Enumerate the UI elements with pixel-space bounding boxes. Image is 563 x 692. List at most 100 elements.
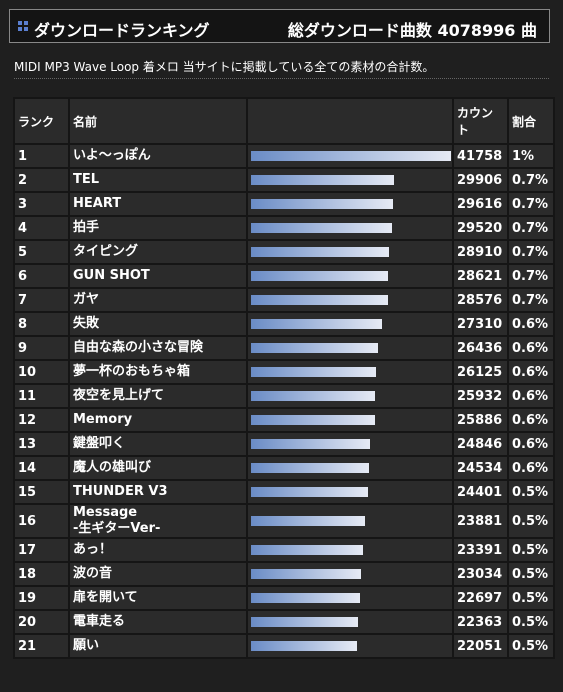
- count: 22363: [452, 609, 509, 635]
- name: Message -生ギターVer-: [68, 503, 248, 539]
- total: 総ダウンロード曲数 4078996 曲: [288, 17, 537, 41]
- col-count: カウント: [452, 97, 509, 145]
- row: 2 TEL 29906 0.7%: [13, 167, 555, 193]
- bar: [251, 367, 377, 377]
- count: 28621: [452, 263, 509, 289]
- share: 0.7%: [507, 191, 555, 217]
- header-row: ランク 名前 カウント 割合: [13, 97, 555, 145]
- total-unit: 曲: [520, 21, 537, 40]
- row: 19 扉を開いて 22697 0.5%: [13, 585, 555, 611]
- bar: [251, 545, 364, 555]
- rank: 9: [13, 335, 70, 361]
- row: 1 いよ〜っぽん 41758 1%: [13, 143, 555, 169]
- col-share: 割合: [507, 97, 555, 145]
- name: 鍵盤叩く: [68, 431, 248, 457]
- bar-cell: [246, 143, 454, 169]
- row: 15 THUNDER V3 24401 0.5%: [13, 479, 555, 505]
- count: 22697: [452, 585, 509, 611]
- share: 0.5%: [507, 633, 555, 659]
- rank: 17: [13, 537, 70, 563]
- rank: 1: [13, 143, 70, 169]
- name: 拍手: [68, 215, 248, 241]
- col-rank: ランク: [13, 97, 70, 145]
- name: 失敗: [68, 311, 248, 337]
- bar: [251, 271, 389, 281]
- bar-cell: [246, 215, 454, 241]
- row: 14 魔人の雄叫び 24534 0.6%: [13, 455, 555, 481]
- name: 夜空を見上げて: [68, 383, 248, 409]
- icon: [18, 21, 28, 31]
- row: 4 拍手 29520 0.7%: [13, 215, 555, 241]
- name: 夢一杯のおもちゃ箱: [68, 359, 248, 385]
- row: 3 HEART 29616 0.7%: [13, 191, 555, 217]
- share: 0.5%: [507, 585, 555, 611]
- name: いよ〜っぽん: [68, 143, 248, 169]
- share: 1%: [507, 143, 555, 169]
- count: 41758: [452, 143, 509, 169]
- count: 26436: [452, 335, 509, 361]
- bar: [251, 391, 376, 401]
- row: 17 あっ！ 23391 0.5%: [13, 537, 555, 563]
- share: 0.7%: [507, 215, 555, 241]
- row: 9 自由な森の小さな冒険 26436 0.6%: [13, 335, 555, 361]
- rank: 12: [13, 407, 70, 433]
- name: あっ！: [68, 537, 248, 563]
- bar: [251, 617, 359, 627]
- row: 8 失敗 27310 0.6%: [13, 311, 555, 337]
- rank: 21: [13, 633, 70, 659]
- row: 7 ガヤ 28576 0.7%: [13, 287, 555, 313]
- name: GUN SHOT: [68, 263, 248, 289]
- bar: [251, 319, 382, 329]
- count: 28576: [452, 287, 509, 313]
- count: 25886: [452, 407, 509, 433]
- bar-cell: [246, 263, 454, 289]
- bar-cell: [246, 561, 454, 587]
- rank: 5: [13, 239, 70, 265]
- count: 25932: [452, 383, 509, 409]
- ranking-table: ランク 名前 カウント 割合 1 いよ〜っぽん 41758 1% 2 TEL 29906 0.…: [13, 97, 555, 659]
- bar-cell: [246, 609, 454, 635]
- col-name: 名前: [68, 97, 248, 145]
- rank: 18: [13, 561, 70, 587]
- share: 0.6%: [507, 359, 555, 385]
- bar-cell: [246, 455, 454, 481]
- share: 0.6%: [507, 455, 555, 481]
- count: 24846: [452, 431, 509, 457]
- share: 0.5%: [507, 561, 555, 587]
- row: 12 Memory 25886 0.6%: [13, 407, 555, 433]
- share: 0.5%: [507, 503, 555, 539]
- share: 0.7%: [507, 287, 555, 313]
- row: 11 夜空を見上げて 25932 0.6%: [13, 383, 555, 409]
- bar-cell: [246, 359, 454, 385]
- name: タイピング: [68, 239, 248, 265]
- bar: [251, 223, 393, 233]
- name: 願い: [68, 633, 248, 659]
- count: 28910: [452, 239, 509, 265]
- name: 波の音: [68, 561, 248, 587]
- share: 0.6%: [507, 335, 555, 361]
- rank: 7: [13, 287, 70, 313]
- row: 13 鍵盤叩く 24846 0.6%: [13, 431, 555, 457]
- name: 魔人の雄叫び: [68, 455, 248, 481]
- share: 0.5%: [507, 609, 555, 635]
- rank: 15: [13, 479, 70, 505]
- bar-cell: [246, 383, 454, 409]
- share: 0.7%: [507, 263, 555, 289]
- share: 0.6%: [507, 311, 555, 337]
- count: 24534: [452, 455, 509, 481]
- row: 6 GUN SHOT 28621 0.7%: [13, 263, 555, 289]
- count: 27310: [452, 311, 509, 337]
- rank: 11: [13, 383, 70, 409]
- rank: 14: [13, 455, 70, 481]
- count: 29520: [452, 215, 509, 241]
- row: 16 Message -生ギターVer- 23881 0.5%: [13, 503, 555, 539]
- bar: [251, 415, 375, 425]
- bar: [251, 343, 378, 353]
- bar-cell: [246, 585, 454, 611]
- name: HEART: [68, 191, 248, 217]
- name: 扉を開いて: [68, 585, 248, 611]
- count: 23034: [452, 561, 509, 587]
- name: Memory: [68, 407, 248, 433]
- bar: [251, 295, 388, 305]
